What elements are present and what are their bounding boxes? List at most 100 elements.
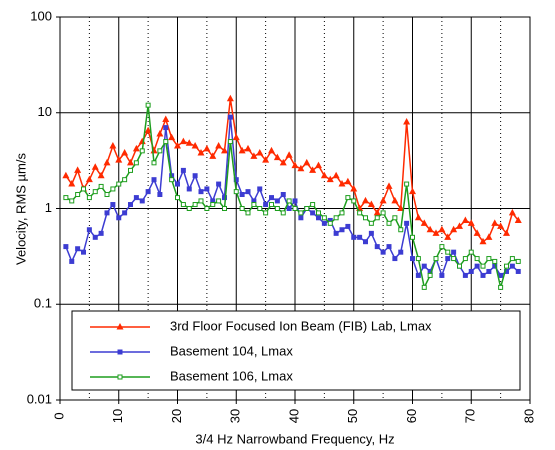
data-point — [203, 144, 211, 152]
data-point — [128, 167, 133, 173]
data-point — [245, 210, 251, 216]
data-point — [163, 125, 169, 131]
data-point — [285, 151, 293, 158]
data-point — [391, 196, 399, 204]
data-point — [198, 189, 204, 195]
data-point — [492, 263, 498, 269]
data-point — [310, 202, 316, 208]
data-point — [292, 206, 298, 211]
data-point — [309, 166, 317, 173]
data-point — [98, 183, 104, 189]
data-point — [151, 160, 157, 166]
data-point — [151, 177, 157, 183]
data-point — [439, 272, 445, 278]
data-point — [91, 163, 99, 170]
data-point — [339, 210, 345, 216]
data-point — [450, 225, 458, 233]
data-point — [62, 171, 70, 179]
data-point — [427, 272, 433, 278]
x-tick-label: 70 — [463, 409, 478, 423]
data-point — [332, 171, 340, 179]
data-point — [110, 202, 116, 208]
data-point — [339, 227, 345, 233]
data-point — [350, 184, 358, 192]
data-point — [257, 206, 263, 211]
data-point — [198, 198, 204, 204]
data-point — [498, 284, 504, 290]
data-point — [445, 256, 451, 262]
data-point — [321, 220, 327, 226]
data-point — [456, 222, 463, 229]
data-point — [274, 206, 280, 211]
data-point — [432, 229, 440, 236]
data-point — [491, 219, 499, 226]
data-point — [122, 177, 128, 183]
data-point — [504, 268, 509, 274]
data-point — [451, 256, 457, 262]
x-tick-label: 0 — [51, 412, 66, 419]
data-point — [404, 220, 410, 226]
data-point — [379, 196, 387, 204]
data-point — [404, 181, 410, 187]
x-tick-label: 50 — [345, 409, 360, 423]
x-tick-label: 60 — [404, 409, 419, 423]
data-point — [251, 198, 257, 204]
data-point — [185, 139, 193, 146]
data-point — [333, 230, 339, 236]
data-point — [186, 186, 192, 192]
data-point — [221, 146, 228, 154]
data-point — [122, 210, 128, 216]
data-point — [180, 167, 186, 173]
data-point — [204, 186, 210, 192]
data-point — [216, 181, 222, 187]
data-point — [121, 148, 129, 156]
data-point — [257, 186, 263, 192]
data-point — [104, 210, 110, 216]
legend-label: Basement 104, Lmax — [170, 343, 293, 358]
data-point — [480, 263, 486, 269]
data-point — [397, 204, 405, 211]
data-point — [209, 152, 217, 159]
data-point — [133, 195, 139, 201]
data-point — [97, 171, 105, 179]
x-tick-label: 20 — [169, 409, 184, 423]
data-point — [486, 268, 492, 274]
data-point — [186, 206, 192, 211]
data-point — [374, 215, 380, 221]
y-axis-title: Velocity, RMS µm/s — [13, 153, 28, 265]
legend: 3rd Floor Focused Ion Beam (FIB) Lab, Lm… — [90, 318, 432, 383]
data-point — [145, 102, 151, 108]
data-point — [157, 192, 163, 198]
data-point — [514, 216, 522, 223]
data-point — [179, 137, 187, 145]
data-point — [197, 148, 205, 156]
data-point — [445, 249, 451, 255]
data-point — [415, 256, 421, 262]
data-point — [421, 263, 427, 269]
legend-marker — [117, 349, 123, 355]
data-point — [69, 258, 75, 264]
data-point — [326, 175, 334, 183]
data-point — [232, 133, 240, 141]
data-point — [386, 220, 392, 226]
data-point — [238, 146, 246, 154]
data-point — [503, 229, 510, 236]
data-point — [116, 181, 122, 187]
data-point — [398, 227, 404, 233]
data-point — [81, 249, 86, 255]
data-point — [75, 246, 81, 252]
data-point — [85, 175, 93, 183]
data-point — [310, 210, 316, 216]
data-point — [226, 94, 234, 102]
data-point — [304, 206, 310, 211]
data-point — [451, 249, 457, 255]
data-point — [345, 195, 351, 201]
data-point — [216, 198, 222, 204]
data-point — [374, 244, 380, 250]
data-point — [338, 180, 346, 187]
data-point — [303, 158, 311, 166]
data-point — [75, 192, 81, 198]
data-point — [273, 153, 281, 161]
data-point — [362, 196, 369, 204]
